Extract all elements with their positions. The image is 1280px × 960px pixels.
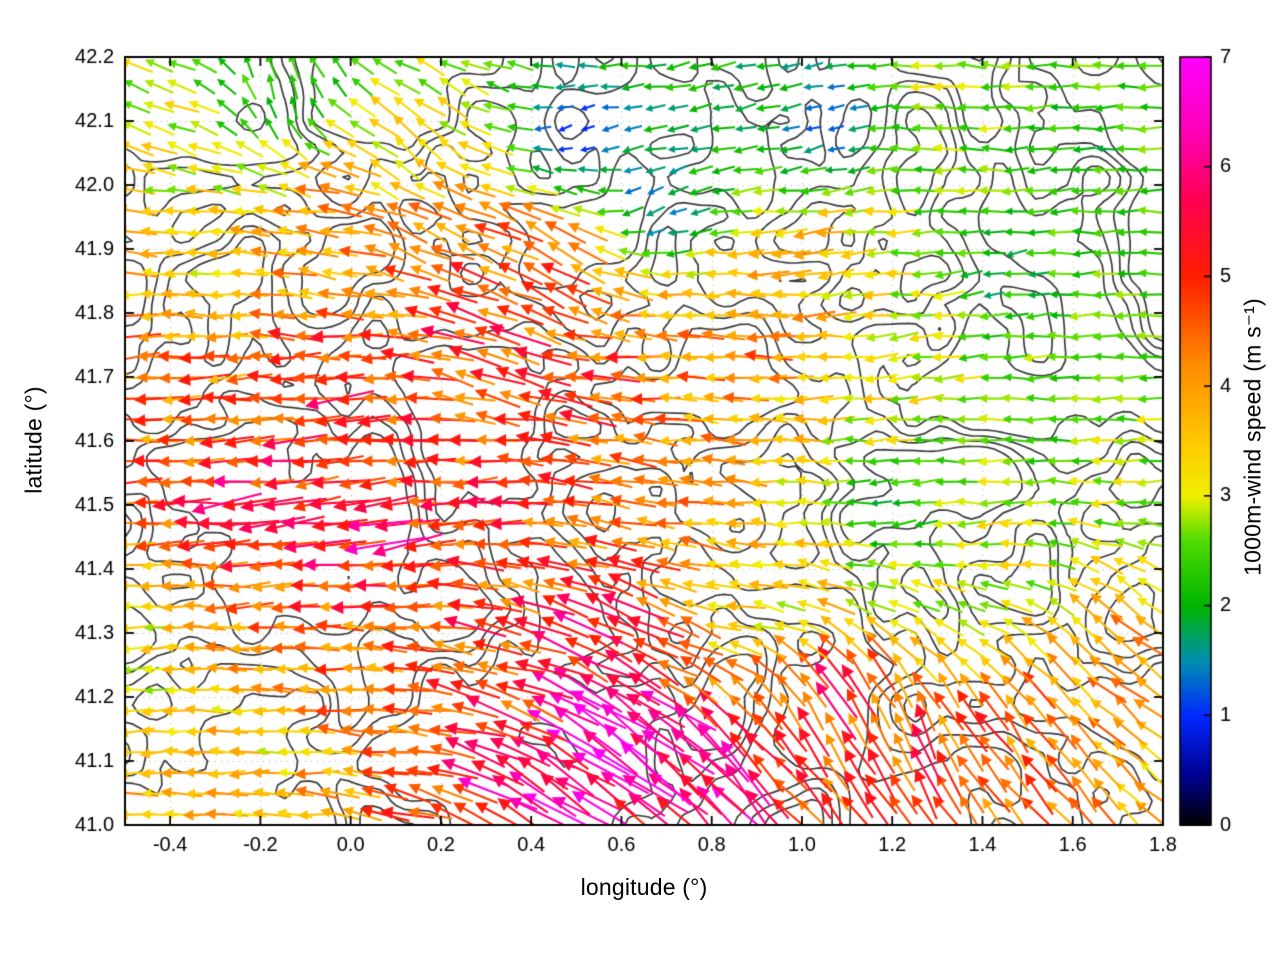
colorbar-label: 1000m-wind speed (m s⁻¹) [1239,298,1266,576]
x-axis-label: longitude (°) [580,874,708,900]
y-axis-label: latitude (°) [20,386,47,494]
